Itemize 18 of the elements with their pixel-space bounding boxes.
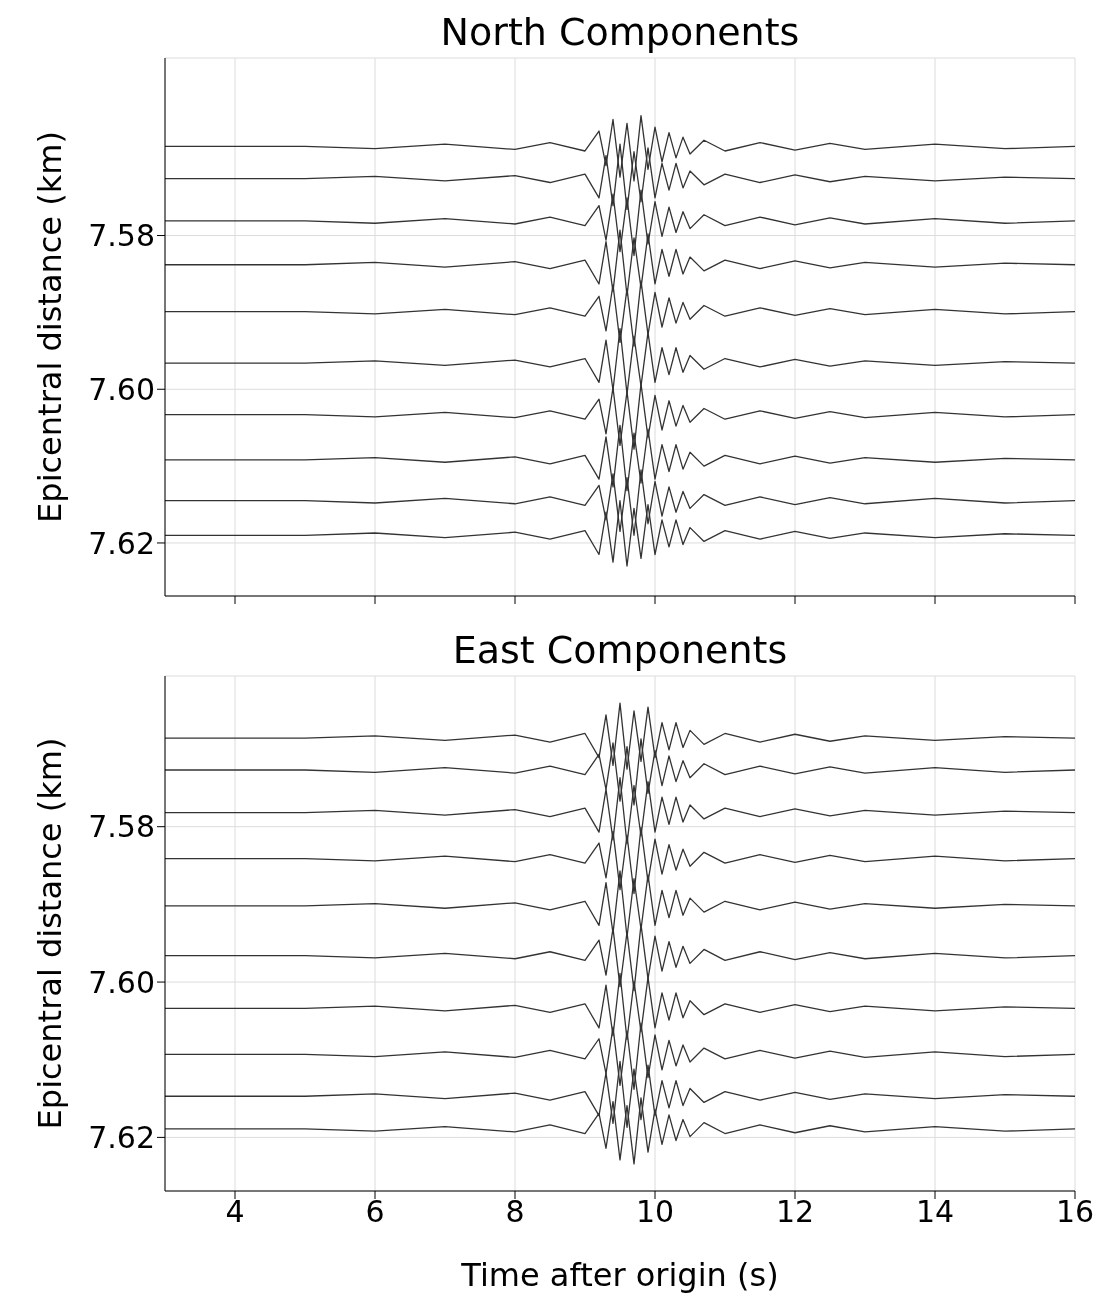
chart-title: East Components <box>451 627 789 674</box>
y-axis-title: Epicentral distance (km) <box>31 737 70 1130</box>
x-axis-title: Time after origin (s) <box>460 1256 779 1294</box>
chart-title: North Components <box>439 9 801 56</box>
y-tick-label: 7.60 <box>88 964 155 1000</box>
y-tick-label: 7.62 <box>88 1120 155 1156</box>
y-tick-label: 7.58 <box>88 809 155 845</box>
x-tick-label: 16 <box>1055 1194 1095 1230</box>
x-tick-label: 12 <box>775 1194 815 1230</box>
x-tick-label: 6 <box>365 1194 385 1230</box>
x-tick-label: 14 <box>915 1194 955 1230</box>
y-tick-label: 7.60 <box>88 371 155 407</box>
x-tick-label: 8 <box>505 1194 525 1230</box>
x-tick-label: 10 <box>635 1194 675 1230</box>
y-axis-title: Epicentral distance (km) <box>31 131 70 523</box>
y-tick-label: 7.62 <box>88 525 155 561</box>
x-tick-label: 4 <box>225 1194 245 1230</box>
y-tick-label: 7.58 <box>88 218 155 254</box>
